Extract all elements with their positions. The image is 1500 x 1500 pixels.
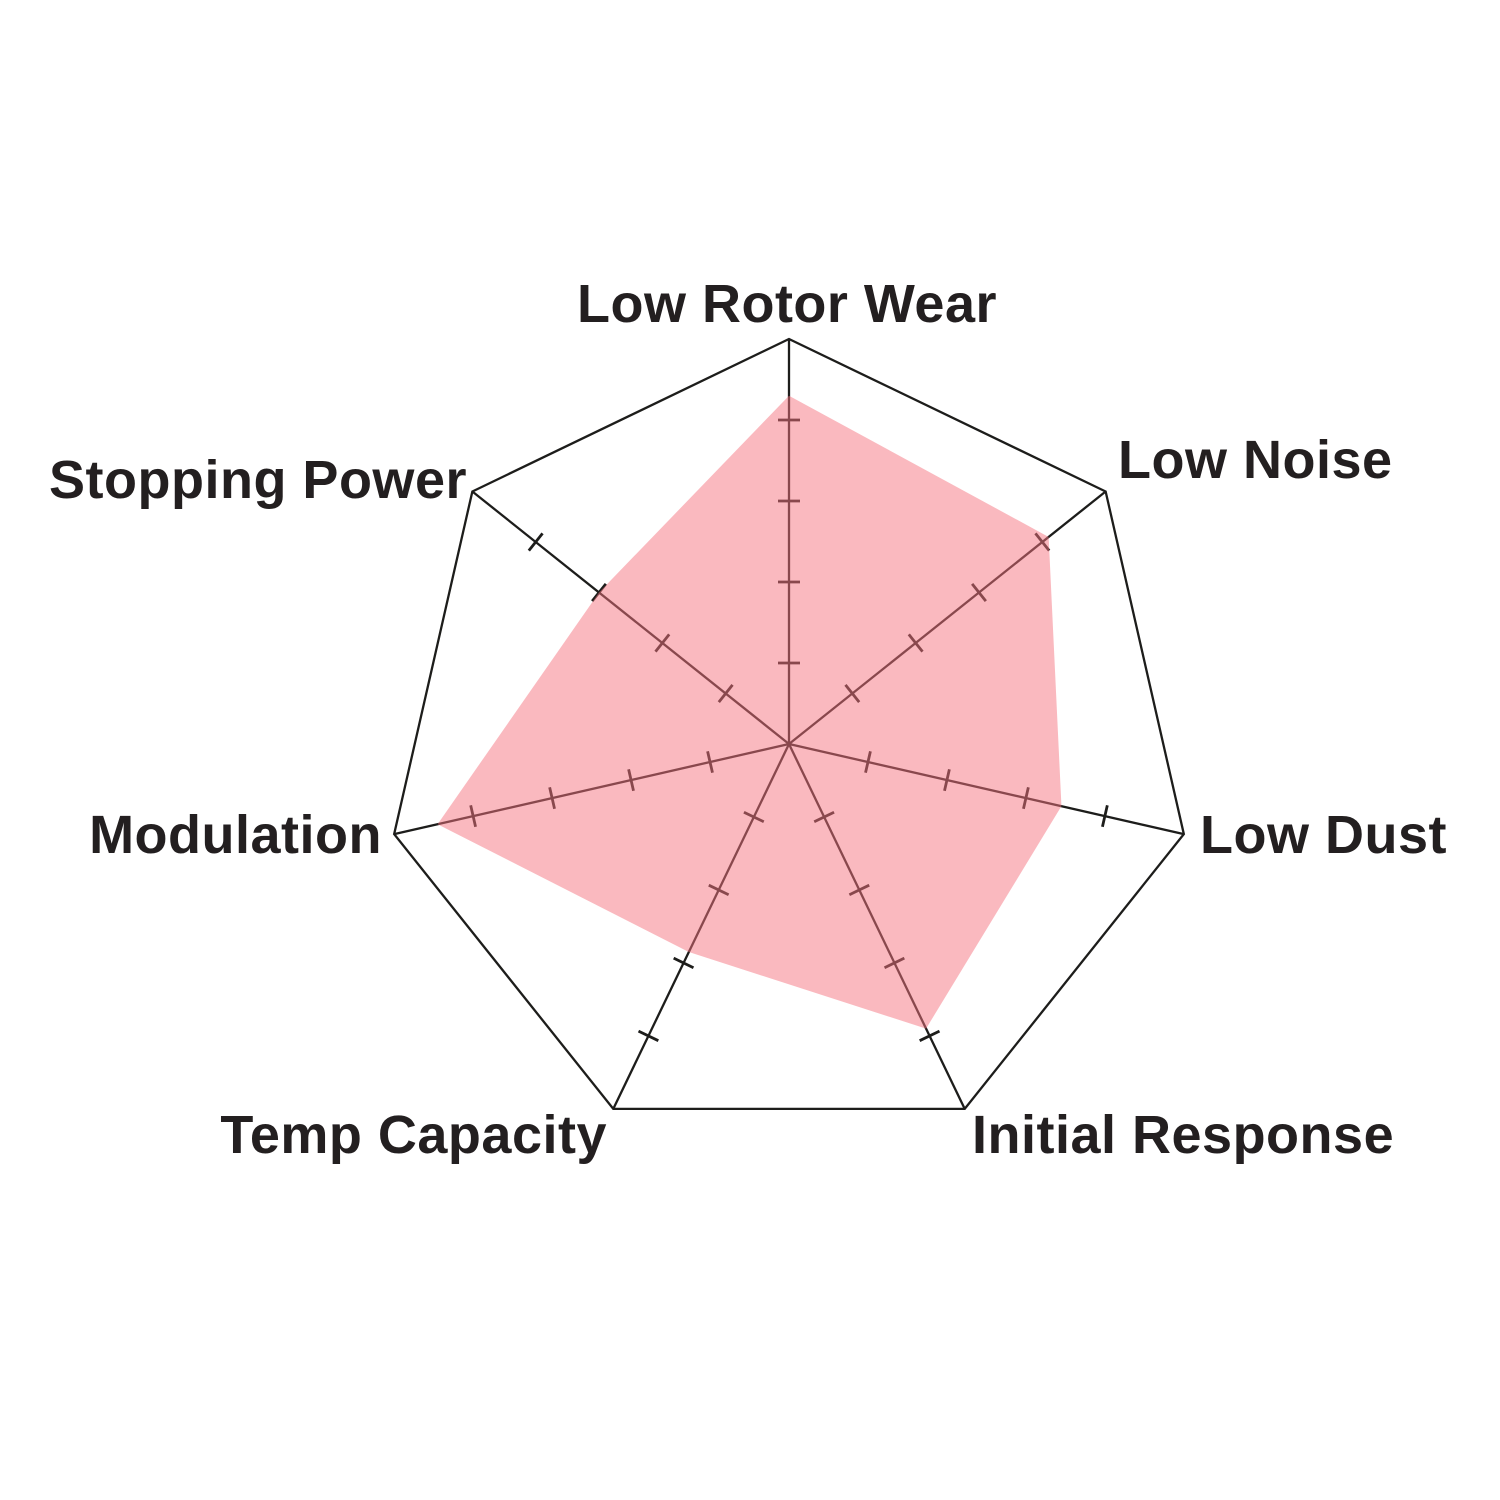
radar-outline	[392, 337, 1186, 1111]
radar-tick	[919, 1029, 941, 1042]
axis-label-low-rotor-wear: Low Rotor Wear	[577, 274, 997, 334]
radar-geometry	[392, 337, 1186, 1111]
axis-label-low-noise: Low Noise	[1118, 430, 1393, 490]
radar-data-polygon	[437, 395, 1062, 1029]
radar-tick	[673, 956, 695, 969]
axis-label-initial-response: Initial Response	[972, 1105, 1394, 1165]
axis-label-stopping-power: Stopping Power	[49, 450, 467, 510]
radar-tick	[591, 583, 607, 602]
axis-label-modulation: Modulation	[89, 805, 382, 865]
radar-tick	[527, 532, 544, 552]
axis-label-low-dust: Low Dust	[1200, 805, 1447, 865]
radar-tick	[637, 1029, 659, 1042]
radar-tick	[1101, 805, 1109, 828]
axis-label-temp-capacity: Temp Capacity	[220, 1105, 607, 1165]
